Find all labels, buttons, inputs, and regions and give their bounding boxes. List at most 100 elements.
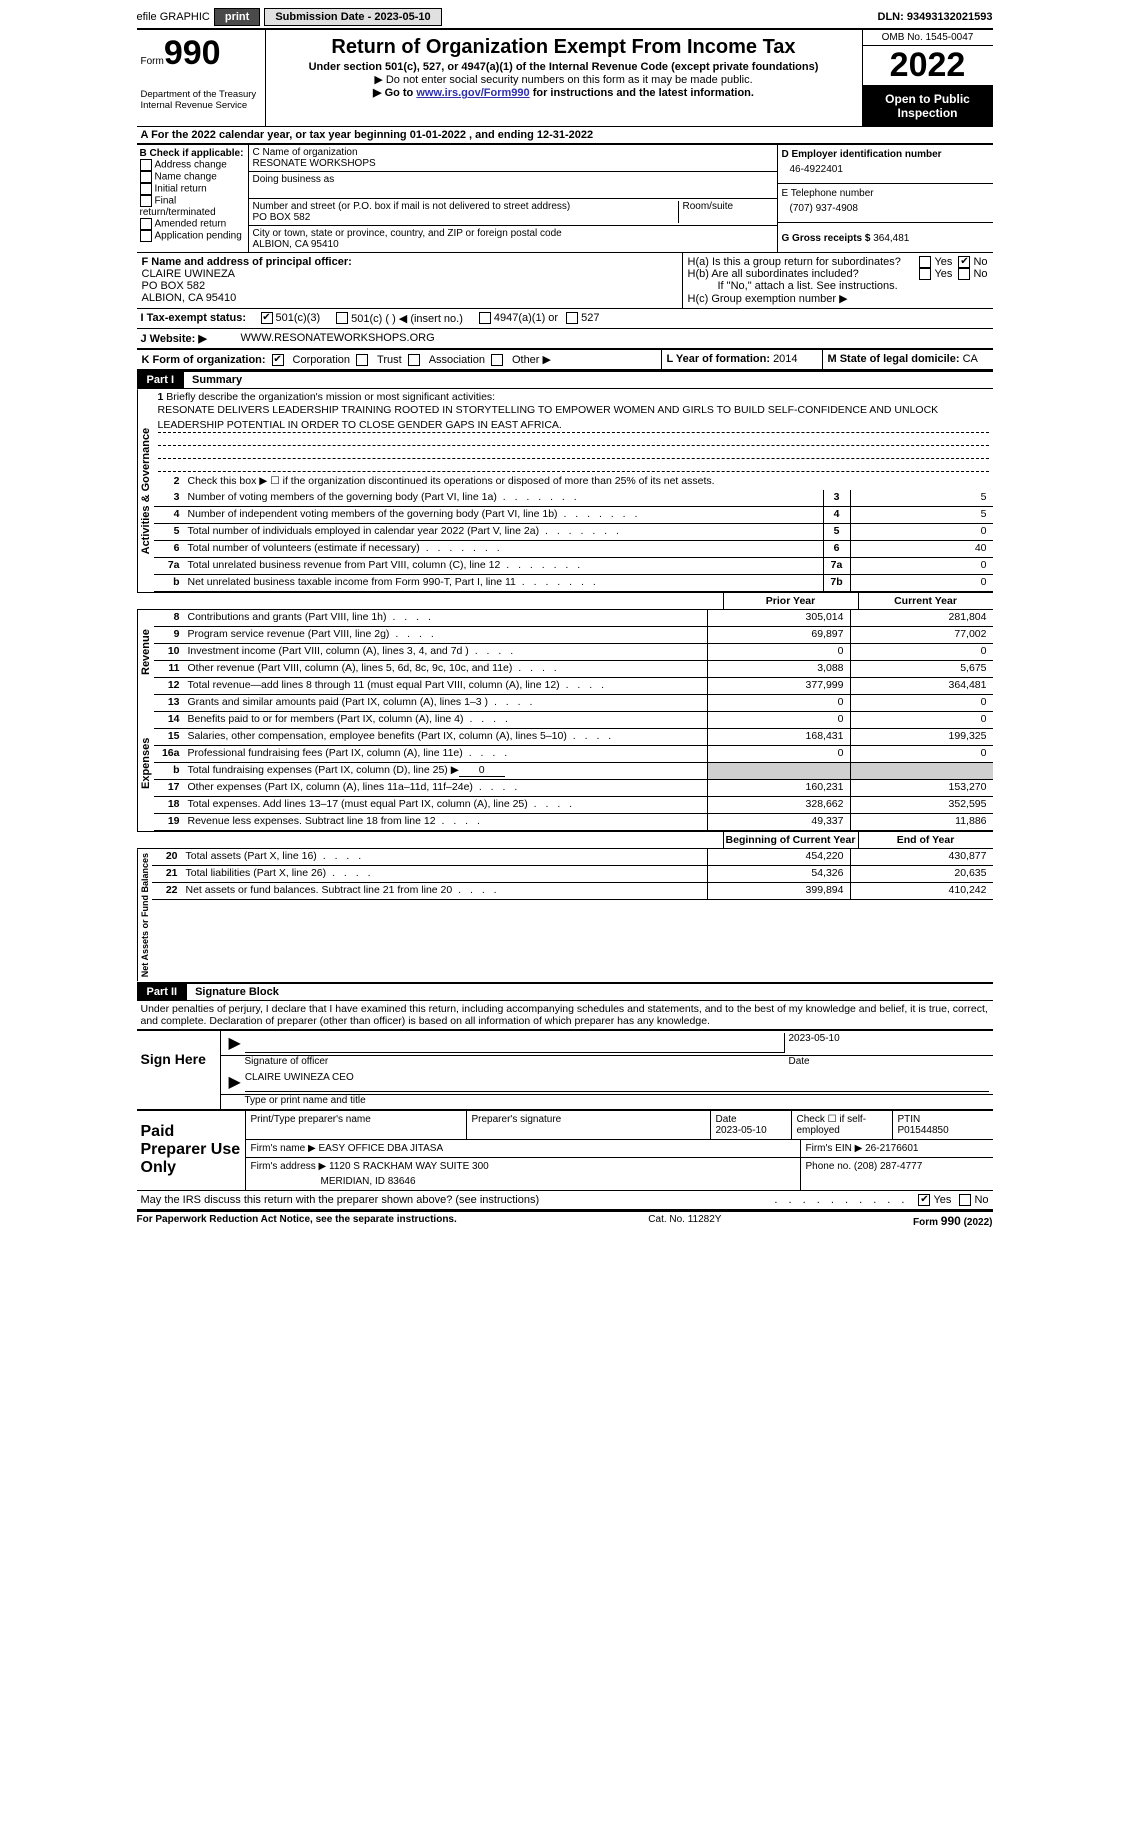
form-title: Return of Organization Exempt From Incom…	[270, 34, 858, 61]
501c3-checkbox[interactable]	[261, 312, 273, 324]
trust-checkbox[interactable]	[356, 354, 368, 366]
summary-line: 5Total number of individuals employed in…	[154, 524, 993, 541]
paid-preparer-label: Paid Preparer Use Only	[137, 1111, 246, 1190]
prep-date-value: 2023-05-10	[716, 1125, 786, 1136]
ein-label: D Employer identification number	[782, 149, 989, 160]
page-footer: For Paperwork Reduction Act Notice, see …	[137, 1210, 993, 1228]
ha-yes-checkbox[interactable]	[919, 256, 931, 268]
summary-netassets: Net Assets or Fund Balances 20Total asse…	[137, 849, 993, 981]
summary-line: 7aTotal unrelated business revenue from …	[154, 558, 993, 575]
summary-line: 17Other expenses (Part IX, column (A), l…	[154, 780, 993, 797]
vtab-governance: Activities & Governance	[137, 389, 154, 592]
summary-line: 15Salaries, other compensation, employee…	[154, 729, 993, 746]
vtab-expenses: Expenses	[137, 695, 154, 831]
summary-line: 22Net assets or fund balances. Subtract …	[152, 883, 993, 900]
sig-officer-labels: Signature of officer Date	[221, 1056, 993, 1070]
summary-line: bNet unrelated business taxable income f…	[154, 575, 993, 592]
col-current: Current Year	[858, 593, 993, 609]
corp-checkbox[interactable]	[272, 354, 284, 366]
discuss-yes-checkbox[interactable]	[918, 1194, 930, 1206]
d-gross-row: G Gross receipts $ 364,481	[778, 223, 993, 248]
checkbox-amended-return[interactable]	[140, 218, 152, 230]
block-l: L Year of formation: 2014	[662, 350, 823, 369]
ptin-label: PTIN	[898, 1114, 988, 1125]
firm-addr1: 1120 S RACKHAM WAY SUITE 300	[329, 1161, 489, 1172]
website-row: J Website: ▶ WWW.RESONATEWORKSHOPS.ORG	[137, 329, 993, 350]
m-value: CA	[963, 353, 978, 365]
discuss-no-checkbox[interactable]	[959, 1194, 971, 1206]
ein-value: 46-4922401	[782, 160, 989, 179]
checkbox-application-pending[interactable]	[140, 230, 152, 242]
tel-label: E Telephone number	[782, 188, 989, 199]
checkbox-name-change[interactable]	[140, 171, 152, 183]
hb-no-checkbox[interactable]	[958, 268, 970, 280]
ha-no-checkbox[interactable]	[958, 256, 970, 268]
gross-label: G Gross receipts $	[782, 233, 874, 244]
summary-revenue: Revenue 8Contributions and grants (Part …	[137, 610, 993, 695]
irs-label: Internal Revenue Service	[141, 100, 261, 111]
4947-checkbox[interactable]	[479, 312, 491, 324]
527-checkbox[interactable]	[566, 312, 578, 324]
line1: 1 Briefly describe the organization's mi…	[154, 389, 993, 474]
firm-addr-label: Firm's address ▶	[251, 1161, 330, 1172]
f-label: F Name and address of principal officer:	[142, 256, 677, 268]
block-k: K Form of organization: Corporation Trus…	[137, 350, 662, 369]
arrow-icon-2: ▶	[225, 1072, 245, 1092]
discuss-row: May the IRS discuss this return with the…	[137, 1190, 993, 1210]
ha-row: H(a) Is this a group return for subordin…	[688, 256, 988, 268]
prep-sig-label: Preparer's signature	[467, 1111, 711, 1139]
arrow-icon: ▶	[225, 1033, 245, 1053]
line16b-label: Total fundraising expenses (Part IX, col…	[188, 764, 459, 776]
addr-label: Number and street (or P.O. box if mail i…	[253, 201, 678, 212]
summary-line: 14Benefits paid to or for members (Part …	[154, 712, 993, 729]
sig-name-val: CLAIRE UWINEZA CEO	[245, 1072, 989, 1092]
summary-line: 6Total number of volunteers (estimate if…	[154, 541, 993, 558]
form-note-2: ▶ Go to www.irs.gov/Form990 for instruct…	[270, 86, 858, 99]
sign-here-label: Sign Here	[137, 1031, 221, 1109]
prep-name-label: Print/Type preparer's name	[246, 1111, 467, 1139]
checkbox-initial-return[interactable]	[140, 183, 152, 195]
hc-label: H(c) Group exemption number ▶	[688, 292, 988, 305]
tax-year: 2022	[863, 46, 993, 86]
summary-line: 16aProfessional fundraising fees (Part I…	[154, 746, 993, 763]
assoc-checkbox[interactable]	[408, 354, 420, 366]
tax-status-row: I Tax-exempt status: 501(c)(3) 501(c) ( …	[137, 309, 993, 329]
summary-expenses: Expenses 13Grants and similar amounts pa…	[137, 695, 993, 831]
period-begin: 01-01-2022	[410, 129, 466, 141]
summary-line: 20Total assets (Part X, line 16) . . . .…	[152, 849, 993, 866]
vtab-netassets: Net Assets or Fund Balances	[137, 849, 152, 981]
officer-addr2: ALBION, CA 95410	[142, 292, 677, 304]
summary-line: 9Program service revenue (Part VIII, lin…	[154, 627, 993, 644]
part1-header: Part I Summary	[137, 370, 993, 389]
col-prior: Prior Year	[723, 593, 858, 609]
irs-link[interactable]: www.irs.gov/Form990	[416, 87, 529, 99]
summary-line: 3Number of voting members of the governi…	[154, 490, 993, 507]
header-center: Return of Organization Exempt From Incom…	[266, 30, 862, 126]
vtab-revenue: Revenue	[137, 610, 154, 695]
section-a-period: A For the 2022 calendar year, or tax yea…	[137, 127, 993, 145]
checkbox-final-return[interactable]	[140, 195, 152, 207]
phone-value: (208) 287-4777	[854, 1161, 922, 1172]
summary-line: 11Other revenue (Part VIII, column (A), …	[154, 661, 993, 678]
checkbox-address-change[interactable]	[140, 159, 152, 171]
m-label: M State of legal domicile:	[828, 353, 963, 365]
block-m: M State of legal domicile: CA	[823, 350, 993, 369]
501c-checkbox[interactable]	[336, 312, 348, 324]
officer-h-block: F Name and address of principal officer:…	[137, 253, 993, 309]
b-opt-name: Name change	[140, 171, 245, 183]
submission-date-button[interactable]: Submission Date - 2023-05-10	[264, 8, 441, 26]
c-city-row: City or town, state or province, country…	[249, 226, 777, 252]
summary-line: 18Total expenses. Add lines 13–17 (must …	[154, 797, 993, 814]
block-f: F Name and address of principal officer:…	[137, 253, 683, 308]
mission-label: Briefly describe the organization's miss…	[166, 391, 495, 403]
part2-header: Part II Signature Block	[137, 982, 993, 1001]
b-opt-pending: Application pending	[140, 230, 245, 242]
sig-name-label-row: Type or print name and title	[221, 1095, 993, 1109]
form-note-1: ▶ Do not enter social security numbers o…	[270, 73, 858, 86]
print-button[interactable]: print	[214, 8, 260, 26]
other-checkbox[interactable]	[491, 354, 503, 366]
summary-line: 12Total revenue—add lines 8 through 11 (…	[154, 678, 993, 695]
l-value: 2014	[773, 353, 797, 365]
org-name: RESONATE WORKSHOPS	[253, 158, 773, 169]
hb-yes-checkbox[interactable]	[919, 268, 931, 280]
